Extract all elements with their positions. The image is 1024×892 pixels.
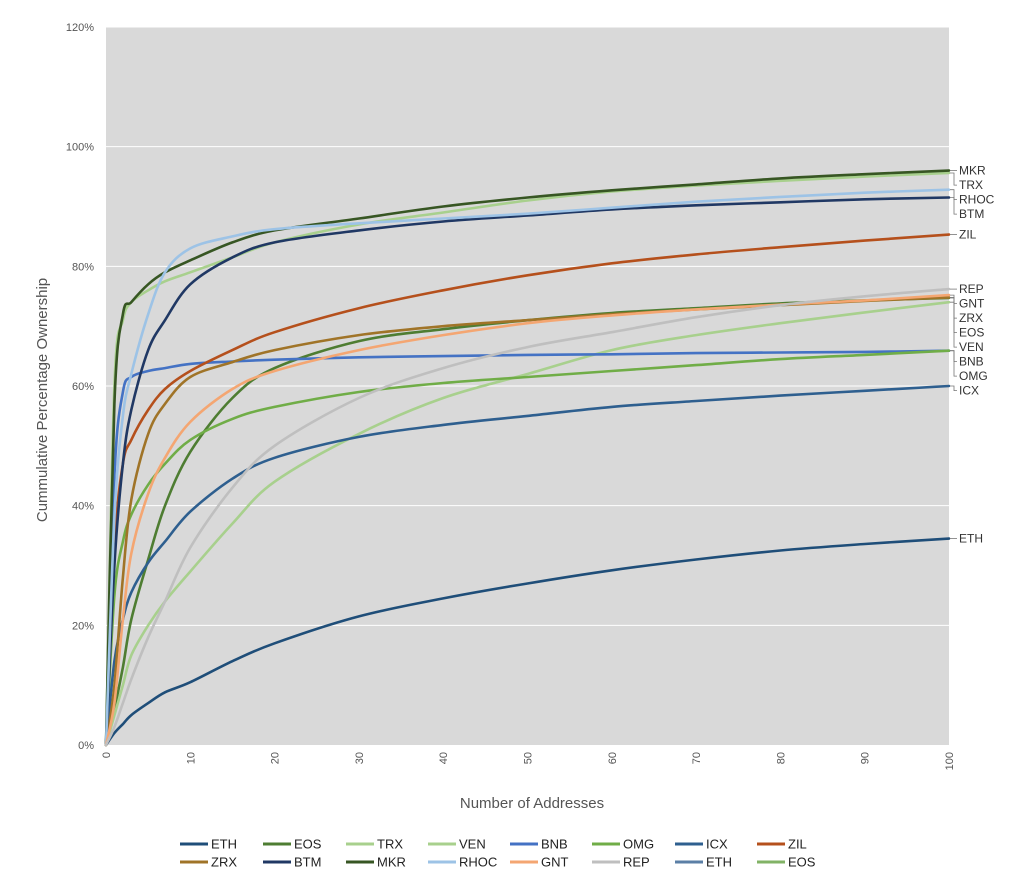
end-label: BTM xyxy=(959,207,984,221)
x-tick-label: 30 xyxy=(354,752,366,764)
leader-line xyxy=(950,197,957,215)
legend-label: MKR xyxy=(377,855,406,870)
end-label: TRX xyxy=(959,178,983,192)
x-tick-label: 40 xyxy=(438,752,450,764)
series-line-rhoc xyxy=(104,188,951,747)
series-line-ven xyxy=(104,300,951,747)
legend-label: BTM xyxy=(294,855,321,870)
leader-line xyxy=(950,189,957,200)
legend-label: REP xyxy=(623,855,650,870)
x-tick-label: 100 xyxy=(944,752,956,770)
y-tick-label: 40% xyxy=(72,501,94,513)
end-label: ZRX xyxy=(959,311,983,325)
x-tick-label: 70 xyxy=(691,752,703,764)
series-line-rep xyxy=(104,287,951,747)
legend-label: GNT xyxy=(541,855,569,870)
series-line-gnt xyxy=(104,293,951,747)
y-tick-label: 60% xyxy=(72,381,94,393)
series-line-eth xyxy=(104,537,951,747)
series-line-icx xyxy=(104,384,951,747)
legend-label: EOS xyxy=(788,855,816,870)
end-label: REP xyxy=(959,282,984,296)
x-tick-label: 60 xyxy=(607,752,619,764)
x-tick-label: 90 xyxy=(860,752,872,764)
y-tick-label: 100% xyxy=(66,142,94,154)
leader-line xyxy=(950,301,957,348)
x-tick-label: 0 xyxy=(101,752,113,758)
end-label: BNB xyxy=(959,355,984,369)
leader-line xyxy=(950,172,957,186)
legend-label: ZRX xyxy=(211,855,237,870)
leader-line xyxy=(950,350,957,362)
legend-label: VEN xyxy=(459,837,486,852)
x-tick-label: 20 xyxy=(270,752,282,764)
y-tick-label: 80% xyxy=(72,261,94,273)
x-tick-label: 10 xyxy=(185,752,197,764)
end-label: GNT xyxy=(959,297,985,311)
legend-label: ICX xyxy=(706,837,728,852)
end-label: VEN xyxy=(959,340,984,354)
end-label: RHOC xyxy=(959,193,995,207)
leader-line xyxy=(950,385,957,391)
legend: ETH EOS TRX VEN BNB OMG ICX ZIL ZRX BTM MKR RHOC GNT… xyxy=(180,837,816,870)
legend-label: ETH xyxy=(706,855,732,870)
y-axis-title: Cummulative Percentage Ownership xyxy=(34,278,51,522)
legend-label: OMG xyxy=(623,837,654,852)
end-label: OMG xyxy=(959,369,988,383)
x-tick-label: 50 xyxy=(523,752,535,764)
leader-line xyxy=(950,297,957,333)
y-tick-label: 120% xyxy=(66,22,94,34)
x-axis-ticks: 0 10 20 30 40 50 60 70 80 90 100 xyxy=(101,752,956,770)
end-label: ZIL xyxy=(959,228,977,242)
x-tick-label: 80 xyxy=(775,752,787,764)
leader-line xyxy=(950,297,957,319)
series-lines xyxy=(104,169,951,747)
end-label: ETH xyxy=(959,532,983,546)
x-axis-title: Number of Addresses xyxy=(460,795,604,812)
series-line-eos xyxy=(104,296,951,747)
legend-label: EOS xyxy=(294,837,322,852)
y-tick-label: 0% xyxy=(78,740,94,752)
end-label: MKR xyxy=(959,164,986,178)
leader-line xyxy=(950,350,957,377)
legend-label: ZIL xyxy=(788,837,807,852)
end-label: EOS xyxy=(959,326,984,340)
legend-label: ETH xyxy=(211,837,237,852)
y-tick-label: 20% xyxy=(72,620,94,632)
end-label: ICX xyxy=(959,384,979,398)
series-line-btm xyxy=(104,196,951,747)
series-line-bnb xyxy=(104,349,951,747)
legend-label: RHOC xyxy=(459,855,497,870)
legend-label: TRX xyxy=(377,837,403,852)
legend-label: BNB xyxy=(541,837,568,852)
y-axis-ticks: 0% 20% 40% 60% 80% 100% 120% xyxy=(66,22,94,752)
